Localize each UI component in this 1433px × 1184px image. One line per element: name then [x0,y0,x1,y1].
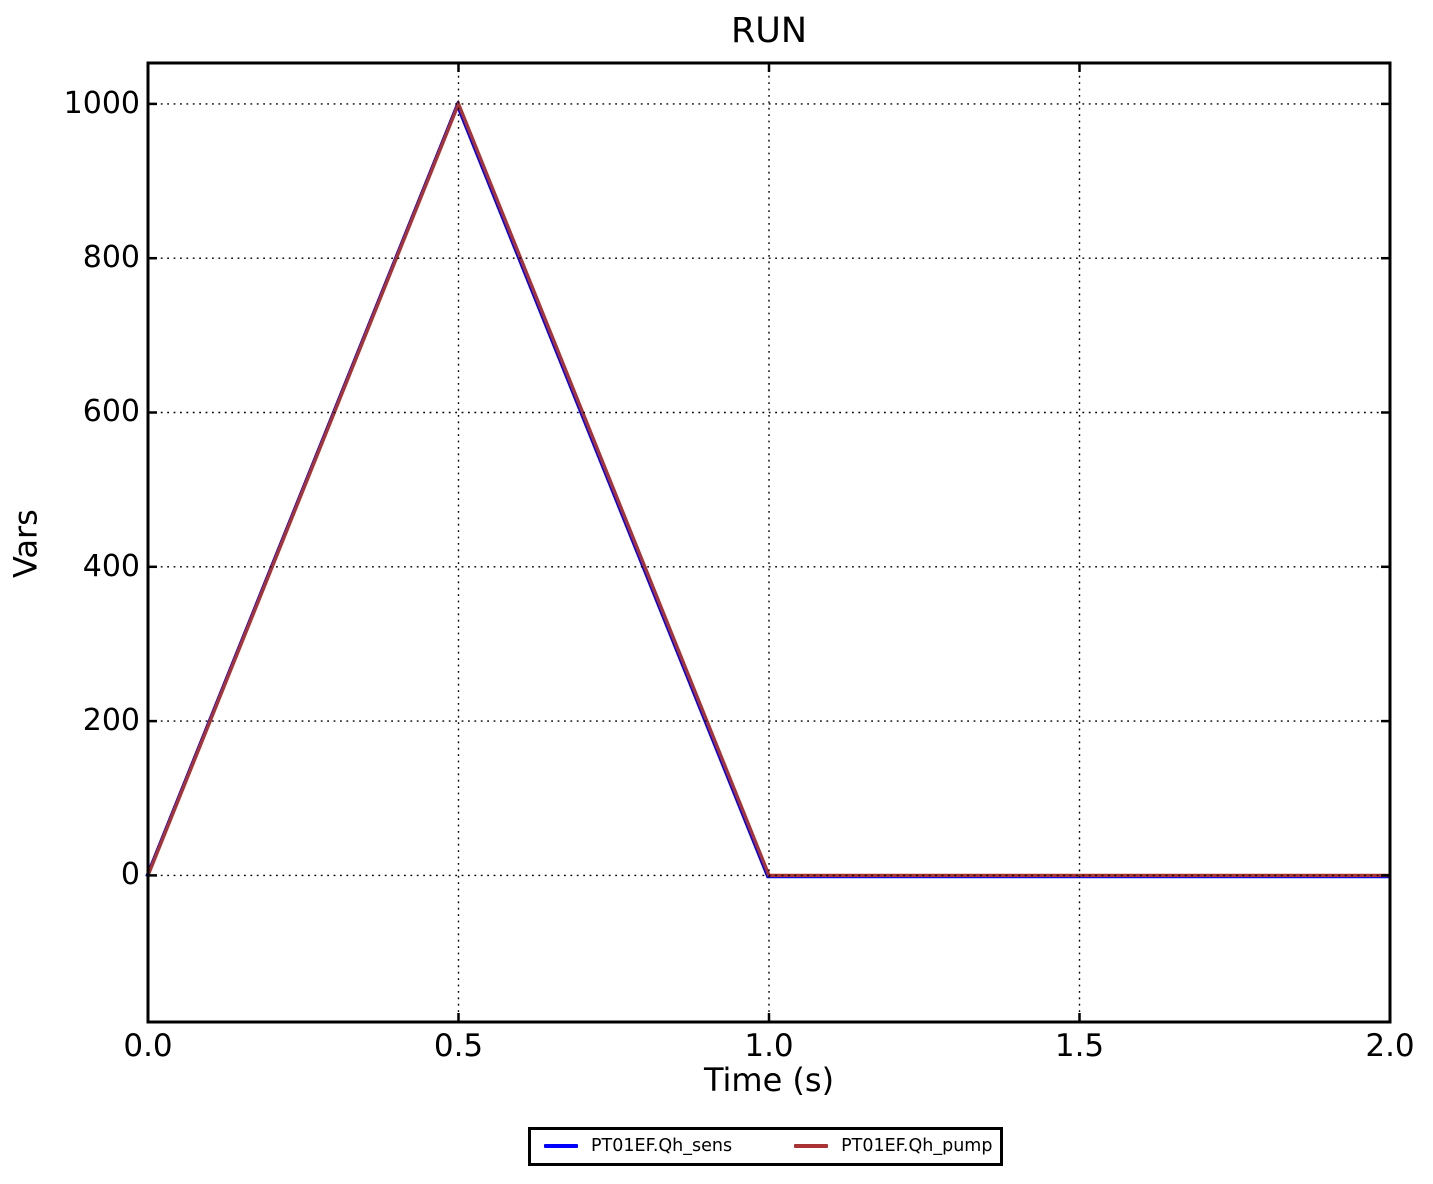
x-tick-label: 2.0 [1365,1028,1415,1064]
y-tick-label: 1000 [63,85,140,121]
y-tick-label: 0 [120,857,140,893]
x-tick-label: 0.5 [433,1028,484,1064]
legend-line-sample [544,1144,578,1148]
legend-label: PT01EF.Qh_sens [591,1136,733,1156]
legend-label: PT01EF.Qh_pump [841,1136,993,1156]
y-tick-label: 800 [82,240,140,276]
x-tick-label: 0.0 [123,1028,173,1064]
y-tick-label: 200 [82,703,140,739]
legend-item: PT01EF.Qh_sens [544,1136,732,1156]
series-line-PT01EF.Qh_pump [146,99,1390,878]
y-tick-label: 400 [82,548,140,584]
series-line-PT01EF.Qh_sens [145,100,1389,879]
y-tick-label: 600 [82,394,140,430]
x-tick-label: 1.0 [744,1028,794,1064]
legend-line-sample [794,1144,829,1148]
legend: PT01EF.Qh_sens PT01EF.Qh_pump [528,1127,1004,1166]
x-tick-label: 1.5 [1054,1028,1105,1064]
x-axis-label: Time (s) [703,1061,835,1099]
legend-item: PT01EF.Qh_pump [794,1136,992,1156]
chart-title: RUN [730,11,808,51]
